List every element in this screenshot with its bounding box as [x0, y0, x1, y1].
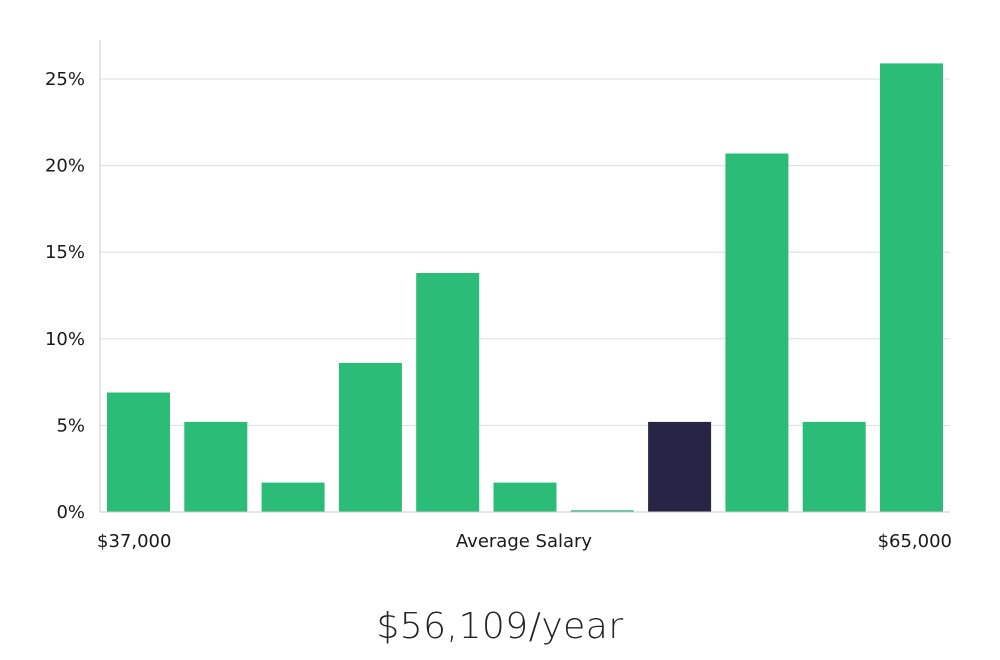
bar — [570, 510, 634, 512]
bar — [493, 482, 557, 512]
y-tick-label: 0% — [56, 502, 85, 523]
bar — [107, 392, 170, 512]
x-start-label: $37,000 — [97, 531, 171, 552]
y-tick-label: 20% — [45, 156, 85, 177]
y-tick-label: 5% — [56, 415, 85, 436]
x-end-label: $65,000 — [878, 531, 952, 552]
bar — [880, 63, 943, 513]
x-axis-title: Average Salary — [456, 531, 593, 552]
bar — [725, 153, 789, 512]
bar — [338, 363, 402, 512]
gridlines — [100, 78, 950, 426]
average-salary-value: $56,109/year — [376, 606, 624, 647]
y-tick-labels: 0% 5% 10% 15% 20% 25% — [45, 69, 85, 523]
bar — [184, 421, 248, 512]
y-tick-label: 10% — [45, 329, 85, 350]
bar-highlighted — [648, 421, 712, 512]
bar — [416, 273, 480, 512]
y-tick-label: 25% — [45, 69, 85, 90]
bar — [261, 482, 325, 512]
bars — [107, 63, 943, 513]
bar — [802, 421, 866, 512]
y-tick-label: 15% — [45, 242, 85, 263]
